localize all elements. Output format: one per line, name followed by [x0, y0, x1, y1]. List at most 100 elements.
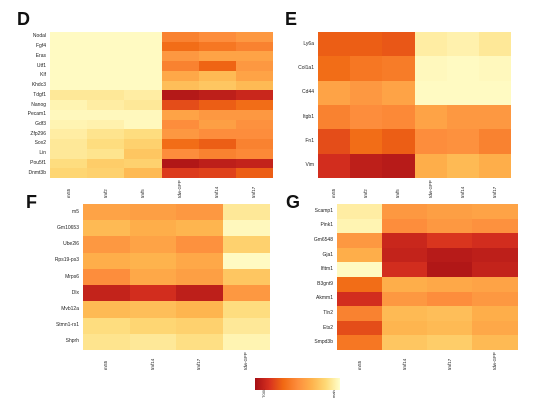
heatmap-cell-d: [235, 129, 274, 140]
heatmap-cell-g: [382, 218, 428, 234]
heatmap-cell-f: [176, 204, 223, 221]
row-label-e: Ly6a: [303, 40, 314, 47]
row-label-d: Khdc3: [31, 82, 46, 89]
row-label-f: Gm10653: [57, 224, 79, 231]
heatmap-cell-d: [235, 119, 274, 130]
heatmap-cell-e: [478, 80, 512, 106]
heatmap-cell-d: [235, 32, 274, 43]
heatmap-cell-f: [222, 204, 270, 221]
row-label-g: Scamp1: [314, 207, 333, 214]
row-label-e: Fn1: [305, 138, 314, 144]
heatmap-cell-d: [50, 51, 88, 62]
heatmap-cell-d: [198, 148, 237, 160]
row-label-f: m5: [72, 208, 79, 215]
heatmap-cell-d: [87, 148, 125, 160]
heatmap-cell-d: [161, 158, 200, 169]
heatmap-cell-g: [382, 204, 428, 220]
heatmap-cell-d: [87, 158, 125, 169]
heatmap-cell-f: [176, 268, 223, 286]
heatmap-cell-f: [222, 220, 270, 237]
heatmap-cell-f: [83, 252, 130, 270]
heatmap-cell-g: [427, 291, 473, 307]
heatmap-cell-f: [222, 301, 270, 319]
heatmap-cell-e: [382, 32, 415, 57]
column-label-d: tmf5: [139, 189, 145, 198]
heatmap-cell-g: [427, 204, 473, 220]
row-label-d: Zfp296: [30, 130, 46, 137]
heatmap-cell-e: [478, 32, 512, 57]
heatmap-cell-f: [222, 317, 270, 335]
heatmap-cell-f: [176, 252, 223, 270]
heatmap-cell-f: [222, 285, 270, 302]
heatmap-cell-e: [350, 105, 383, 130]
heatmap-cell-d: [87, 80, 125, 91]
row-label-d: Pou5f1: [30, 159, 46, 166]
heatmap-cell-d: [235, 80, 274, 91]
heatmap-cell-g: [427, 262, 473, 278]
heatmap-cell-f: [129, 204, 177, 221]
row-label-d: Tdgf1: [33, 91, 46, 98]
heatmap-cell-f: [176, 317, 223, 335]
heatmap-cell-d: [50, 90, 88, 101]
heatmap-cell-f: [129, 236, 177, 254]
heatmap-cell-g: [427, 320, 473, 336]
heatmap-cell-g: [337, 262, 383, 278]
heatmap-cell-d: [161, 168, 200, 179]
heatmap-cell-e: [414, 80, 448, 106]
row-label-d: Lin: [39, 150, 46, 157]
heatmap-cell-e: [478, 129, 512, 155]
heatmap-cell-d: [235, 90, 274, 101]
heatmap-cell-d: [50, 119, 88, 130]
heatmap-cell-d: [198, 158, 237, 169]
row-label-d: Gdf3: [35, 120, 46, 127]
heatmap-cell-e: [414, 105, 448, 130]
heatmap-cell-d: [50, 80, 88, 91]
heatmap-cell-d: [235, 61, 274, 72]
heatmap-cell-e: [382, 129, 415, 155]
heatmap-cell-f: [83, 204, 130, 221]
column-label-e: tdw-GFP: [427, 180, 433, 198]
heatmap-cell-g: [337, 277, 383, 293]
heatmap-cell-e: [318, 105, 351, 130]
row-label-f: Mrps6: [65, 273, 79, 280]
heatmap-cell-f: [83, 333, 130, 351]
heatmap-cell-d: [87, 168, 125, 179]
heatmap-cell-f: [129, 285, 177, 302]
heatmap-cell-d: [124, 70, 162, 82]
heatmap-cell-f: [83, 285, 130, 302]
heatmap-cell-e: [318, 56, 351, 82]
heatmap-cell-d: [124, 168, 162, 179]
column-label-d: tmf14: [214, 186, 220, 198]
heatmap-cell-f: [129, 268, 177, 286]
heatmap-cell-d: [161, 109, 200, 121]
heatmap-cell-g: [382, 335, 428, 351]
heatmap-cell-g: [382, 291, 428, 307]
heatmap-cell-d: [198, 100, 237, 111]
heatmap-cell-d: [124, 109, 162, 121]
heatmap-cell-e: [478, 105, 512, 130]
heatmap-cell-e: [350, 32, 383, 57]
heatmap-cell-g: [337, 247, 383, 263]
heatmap-cell-d: [235, 139, 274, 150]
heatmap-cell-d: [235, 70, 274, 82]
heatmap-cell-d: [161, 61, 200, 72]
heatmap-cell-d: [198, 139, 237, 150]
heatmap-cell-f: [129, 220, 177, 237]
heatmap-cell-f: [176, 301, 223, 319]
heatmap-cell-f: [129, 301, 177, 319]
heatmap-cell-f: [176, 285, 223, 302]
heatmap-cell-e: [446, 56, 480, 82]
heatmap-cell-d: [124, 61, 162, 72]
heatmap-cell-e: [414, 153, 448, 179]
row-label-d: Pecam1: [27, 111, 46, 118]
legend-high-label: mah: [331, 390, 336, 398]
heatmap-cell-e: [446, 80, 480, 106]
heatmap-cell-e: [350, 80, 383, 106]
heatmap-cell-d: [124, 51, 162, 62]
row-label-g: Gja1: [322, 251, 333, 258]
heatmap-cell-d: [161, 90, 200, 101]
heatmap-cell-e: [382, 105, 415, 130]
heatmap-cell-e: [382, 56, 415, 82]
row-label-d: Eras: [35, 52, 46, 59]
heatmap-cell-e: [478, 56, 512, 82]
